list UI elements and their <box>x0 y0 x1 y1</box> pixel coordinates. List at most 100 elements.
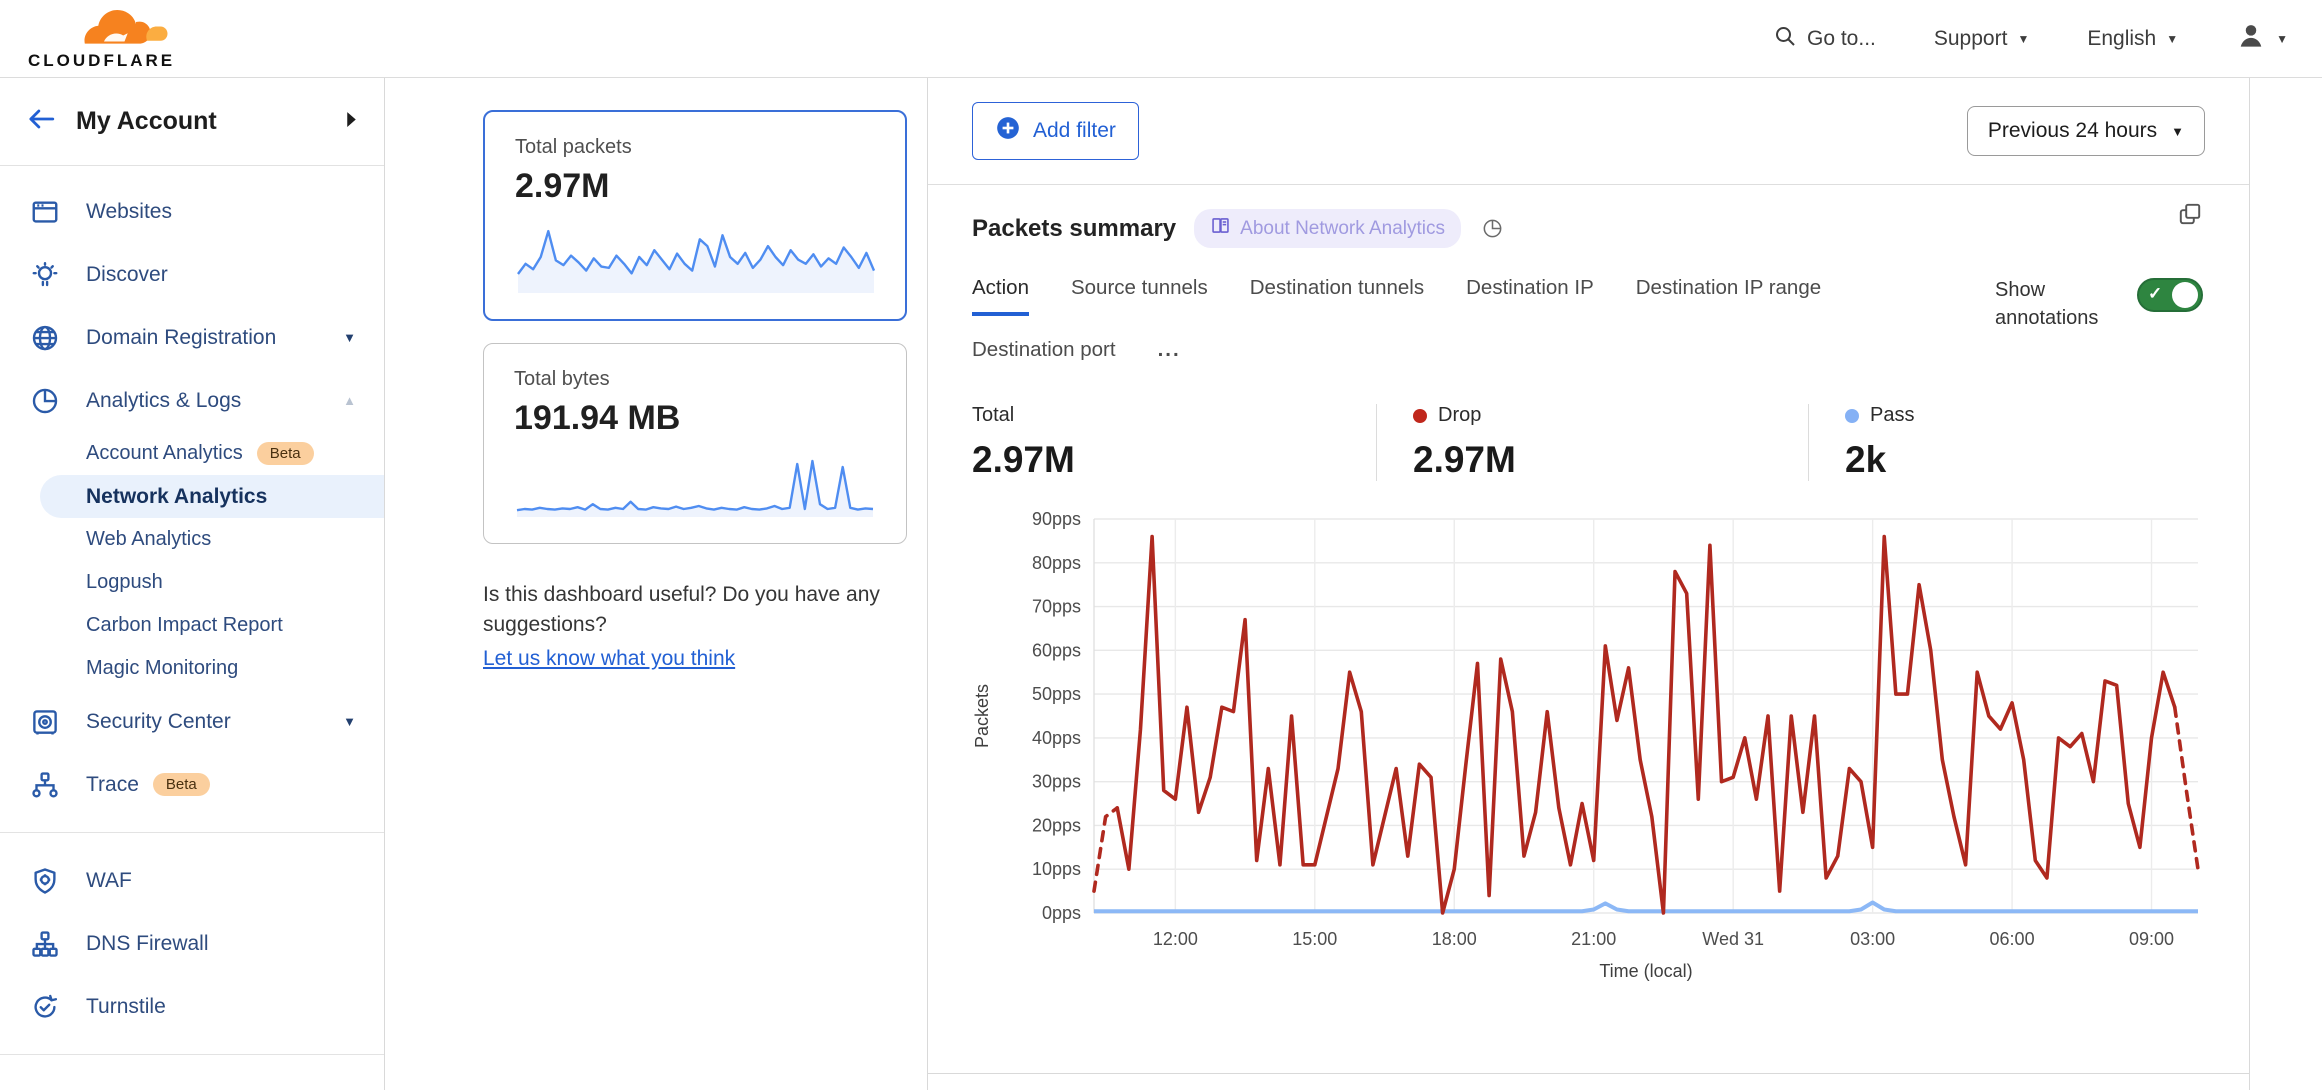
sidebar-item-waf[interactable]: WAF <box>0 849 384 912</box>
sidebar-item-label: Discover <box>86 262 168 286</box>
dimension-tabs: Action Source tunnels Destination tunnels D… <box>972 276 1922 374</box>
sidebar-item-security-center[interactable]: Security Center ▼ <box>0 690 384 753</box>
back-arrow-icon[interactable] <box>26 106 56 137</box>
cloudflare-cloud-icon <box>28 7 175 53</box>
svg-text:Time (local): Time (local) <box>1599 961 1692 981</box>
total-label-row: Drop <box>1413 404 1788 427</box>
expand-panel-icon[interactable] <box>2177 201 2203 232</box>
total-label-row: Pass <box>1845 404 2185 427</box>
filter-bar: Add filter Previous 24 hours ▼ <box>928 78 2249 185</box>
svg-text:10pps: 10pps <box>1032 859 1081 879</box>
sidebar-item-turnstile[interactable]: Turnstile <box>0 975 384 1038</box>
total-bytes-card[interactable]: Total bytes 191.94 MB <box>483 343 907 544</box>
sidebar-item-discover[interactable]: Discover <box>0 243 384 306</box>
totals-row: Total 2.97M Drop 2.97M Pass 2k <box>972 404 2205 481</box>
svg-text:Wed 31: Wed 31 <box>1702 929 1764 949</box>
svg-text:30pps: 30pps <box>1032 772 1081 792</box>
sidebar-item-trace[interactable]: Trace Beta <box>0 753 384 816</box>
tabs-overflow-button[interactable]: ... <box>1157 338 1181 361</box>
main-content: Add filter Previous 24 hours ▼ Packets s… <box>927 78 2250 1090</box>
check-icon: ✓ <box>2148 284 2163 303</box>
sidebar-item-label: DNS Firewall <box>86 931 209 955</box>
shield-icon <box>30 866 60 896</box>
sidebar-item-magic-monitoring[interactable]: Magic Monitoring <box>0 647 384 690</box>
tab-destination-ip-range[interactable]: Destination IP range <box>1635 276 1822 299</box>
svg-text:50pps: 50pps <box>1032 684 1081 704</box>
total-packets-sparkline <box>515 216 876 301</box>
account-menu[interactable]: ▼ <box>2236 21 2288 57</box>
tab-source-tunnels[interactable]: Source tunnels <box>1070 276 1208 299</box>
total-label: Pass <box>1870 404 1915 426</box>
time-range-dropdown[interactable]: Previous 24 hours ▼ <box>1966 106 2205 156</box>
sidebar: My Account Websites Discover Domain Regist… <box>0 78 385 1090</box>
chevron-down-icon: ▼ <box>2017 31 2030 46</box>
svg-text:20pps: 20pps <box>1032 815 1081 835</box>
time-range-label: Previous 24 hours <box>1987 119 2158 142</box>
about-network-analytics-pill[interactable]: About Network Analytics <box>1194 209 1462 248</box>
safe-icon <box>30 707 60 737</box>
chevron-down-icon: ▼ <box>2276 31 2288 46</box>
language-menu[interactable]: English ▼ <box>2087 27 2178 51</box>
svg-text:90pps: 90pps <box>1032 509 1081 529</box>
support-menu[interactable]: Support ▼ <box>1934 27 2029 51</box>
toggle-knob <box>2172 282 2198 308</box>
total-packets-card[interactable]: Total packets 2.97M <box>483 110 907 321</box>
total-pass: Pass 2k <box>1808 404 2205 481</box>
go-to-label: Go to... <box>1807 26 1876 50</box>
total-value: 2.97M <box>972 439 1075 480</box>
sidebar-item-spark[interactable] <box>0 1071 384 1090</box>
svg-text:0pps: 0pps <box>1042 903 1081 923</box>
trace-icon <box>30 770 60 800</box>
sidebar-item-carbon-impact-report[interactable]: Carbon Impact Report <box>0 604 384 647</box>
tab-destination-ip[interactable]: Destination IP <box>1466 276 1594 299</box>
total-bytes-title: Total bytes <box>514 368 610 390</box>
sidebar-item-logpush[interactable]: Logpush <box>0 561 384 604</box>
svg-text:40pps: 40pps <box>1032 728 1081 748</box>
chevron-up-icon: ▲ <box>343 393 356 408</box>
sidebar-item-account-analytics[interactable]: Account Analytics Beta <box>0 432 384 475</box>
sidebar-item-web-analytics[interactable]: Web Analytics <box>0 518 384 561</box>
sidebar-item-websites[interactable]: Websites <box>0 180 384 243</box>
sidebar-item-analytics-logs[interactable]: Analytics & Logs ▲ <box>0 369 384 432</box>
svg-text:09:00: 09:00 <box>2129 929 2174 949</box>
svg-text:21:00: 21:00 <box>1571 929 1616 949</box>
go-to-search[interactable]: Go to... <box>1773 24 1876 54</box>
tab-destination-port[interactable]: Destination port <box>972 338 1116 361</box>
support-label: Support <box>1933 26 2008 50</box>
lightbulb-icon <box>30 260 60 290</box>
show-annotations-toggle[interactable]: ✓ <box>2137 278 2203 312</box>
show-annotations-label: Show annotations <box>1995 279 2099 329</box>
chevron-right-icon[interactable] <box>345 111 358 133</box>
tab-action[interactable]: Action <box>972 276 1029 316</box>
total-drop: Drop 2.97M <box>1376 404 1808 481</box>
total-bytes-sparkline <box>514 448 876 525</box>
sidebar-item-label: Account Analytics <box>86 442 243 464</box>
browser-icon <box>30 197 60 227</box>
annotations-control: Show annotations ✓ <box>1995 276 2205 332</box>
sidebar-item-domain-registration[interactable]: Domain Registration ▼ <box>0 306 384 369</box>
total-packets-value: 2.97M <box>515 167 610 205</box>
total-packets-sparkline-svg <box>517 229 876 293</box>
sidebar-item-label: Security Center <box>86 709 231 733</box>
tab-destination-tunnels[interactable]: Destination tunnels <box>1249 276 1425 299</box>
globe-icon <box>30 323 60 353</box>
feedback-link[interactable]: Let us know what you think <box>483 646 736 670</box>
total-value: 2.97M <box>1413 439 1516 480</box>
beta-badge: Beta <box>152 773 210 796</box>
svg-text:15:00: 15:00 <box>1292 929 1337 949</box>
add-filter-button[interactable]: Add filter <box>972 102 1139 160</box>
drop-legend-dot-icon <box>1413 408 1427 423</box>
packets-chart: 0pps 10pps 20pps 30pps 40pps 50pps 60pps 70pps 8… <box>972 497 2205 994</box>
sidebar-item-network-analytics[interactable]: Network Analytics <box>40 475 384 518</box>
sidebar-item-label: Trace <box>86 772 139 796</box>
add-filter-label: Add filter <box>1033 119 1116 142</box>
chevron-down-icon: ▼ <box>343 330 356 345</box>
book-icon <box>1210 215 1231 242</box>
sidebar-item-dns-firewall[interactable]: DNS Firewall <box>0 912 384 975</box>
beta-badge: Beta <box>256 442 314 465</box>
account-name[interactable]: My Account <box>76 107 217 135</box>
cloudflare-logo[interactable]: CLOUDFLARE <box>26 7 175 71</box>
pie-chart-icon[interactable] <box>1481 217 1504 240</box>
chevron-down-icon: ▼ <box>343 714 356 729</box>
